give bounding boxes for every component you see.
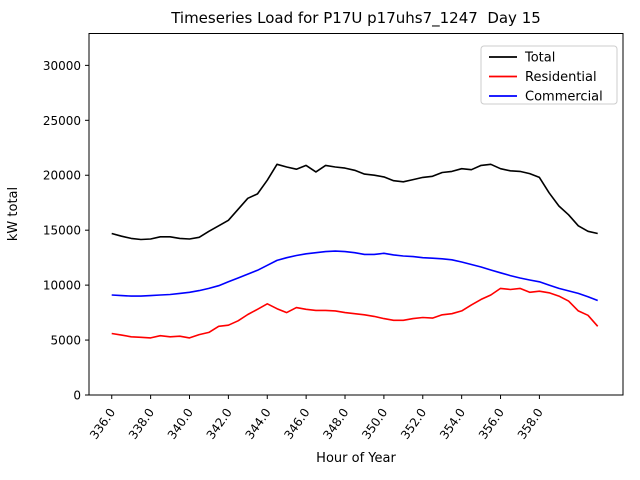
x-tick-label: 350.0 — [359, 406, 390, 442]
x-tick-label: 348.0 — [320, 406, 351, 442]
chart-title: Timeseries Load for P17U p17uhs7_1247 Da… — [170, 9, 541, 28]
total-line — [111, 163, 598, 241]
legend-label-residential: Residential — [525, 70, 597, 85]
legend-label-total: Total — [524, 51, 555, 66]
y-tick-label: 0 — [73, 389, 81, 403]
legend-box — [480, 45, 618, 105]
y-tick-label: 30000 — [43, 59, 81, 73]
y-axis-label: kW total — [6, 187, 21, 241]
y-tick-label: 20000 — [43, 169, 81, 183]
commercial-line — [111, 250, 598, 302]
series-lines — [111, 163, 599, 339]
legend-entries: Total Residential Commercial — [489, 51, 603, 105]
x-tick-label: 358.0 — [515, 406, 546, 442]
y-tick-label: 25000 — [43, 114, 81, 128]
x-tick-label: 356.0 — [476, 406, 507, 442]
y-tick-label: 15000 — [43, 224, 81, 238]
x-tick-label: 340.0 — [165, 406, 196, 442]
x-tick-label: 342.0 — [204, 406, 235, 442]
x-tick-label: 336.0 — [87, 406, 118, 442]
x-tick-label: 344.0 — [243, 406, 274, 442]
legend-label-commercial: Commercial — [525, 90, 603, 105]
residential-line — [111, 287, 599, 339]
legend: Total Residential Commercial — [480, 45, 618, 105]
y-axis-ticks: 0 5000 10000 15000 20000 25000 30000 — [43, 59, 89, 403]
x-tick-label: 346.0 — [281, 406, 312, 442]
y-tick-label: 5000 — [50, 334, 81, 348]
x-tick-label: 338.0 — [126, 406, 157, 442]
y-tick-label: 10000 — [43, 279, 81, 293]
x-axis-ticks: 336.0 338.0 340.0 342.0 344.0 346.0 348.0 350.0… — [87, 395, 546, 442]
x-axis-label: Hour of Year — [316, 451, 396, 466]
x-tick-label: 352.0 — [398, 406, 429, 442]
x-tick-label: 354.0 — [437, 406, 468, 442]
